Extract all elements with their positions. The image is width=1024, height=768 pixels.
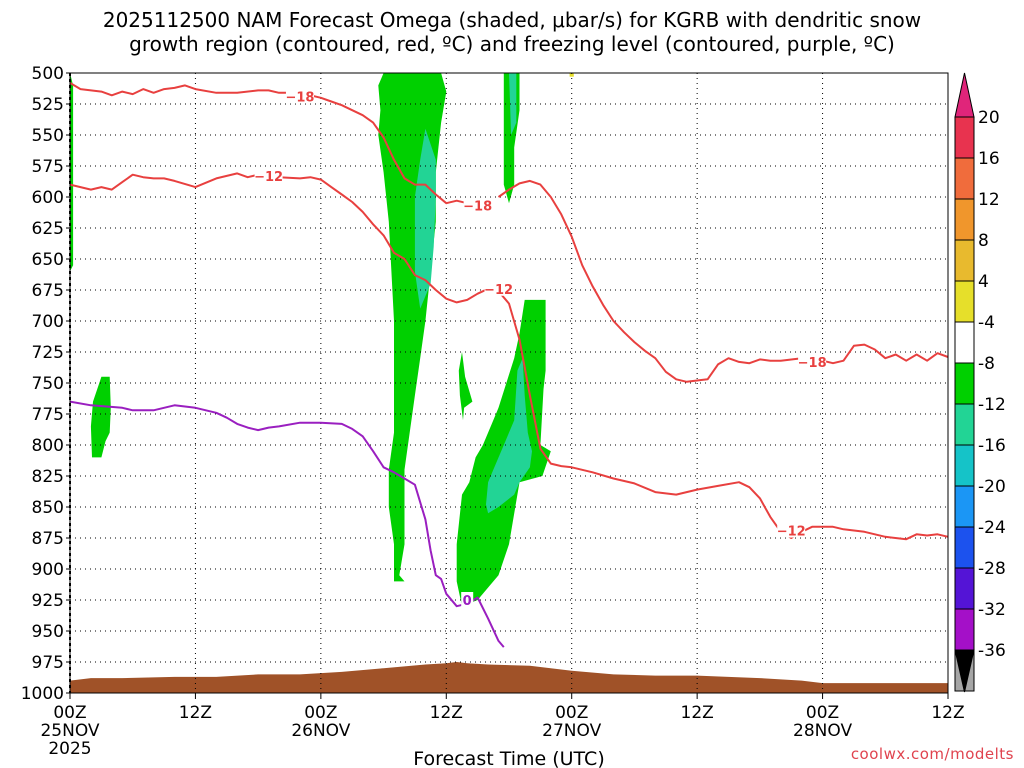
- colorbar-swatch-5: [954, 321, 975, 364]
- isotherm-contours: [69, 82, 949, 648]
- contour-line-3: [69, 400, 505, 648]
- contour-label--18c: −18: [798, 356, 827, 371]
- x-axis-label: Forecast Time (UTC): [413, 748, 604, 768]
- y-tick-label-675: 675: [32, 281, 64, 301]
- colorbar-swatch-6: [954, 362, 975, 405]
- colorbar-swatch-10: [954, 526, 975, 569]
- colorbar-label-7: -12: [978, 395, 1006, 415]
- contour-line-0: [69, 82, 468, 205]
- contour-label--12a: −12: [254, 170, 283, 185]
- omega-region-teal-upper-right-column: [509, 73, 517, 135]
- y-tick-label-950: 950: [32, 622, 64, 642]
- y-tick-label-900: 900: [32, 560, 64, 580]
- omega-region-teal-lower-right-region: [486, 358, 532, 514]
- colorbar-top-arrow: [954, 72, 975, 118]
- colorbar-label-2: 12: [978, 190, 1000, 210]
- omega-region-yellow-top-speck: [569, 73, 574, 77]
- contour-label-bg--12d: [777, 522, 806, 538]
- x-tick-label-12-1: 12Z: [179, 703, 212, 723]
- contour-line-1: [497, 179, 949, 383]
- colorbar-swatch-2: [954, 198, 975, 241]
- colorbar-label-1: 16: [978, 149, 1000, 169]
- colorbar-label-10: -24: [978, 518, 1006, 538]
- contour-label-bg-0: [461, 592, 474, 607]
- y-tick-label-625: 625: [32, 219, 64, 239]
- terrain-layer: [70, 662, 948, 693]
- credit-text: coolwx.com/modelts: [851, 745, 1014, 763]
- colorbar-label-12: -32: [978, 600, 1006, 620]
- colorbar-swatch-8: [954, 444, 975, 487]
- colorbar-swatch-12: [954, 608, 975, 651]
- y-tick-label-925: 925: [32, 591, 64, 611]
- y-tick-label-775: 775: [32, 405, 64, 425]
- x-tick-label-60-1: 12Z: [681, 703, 714, 723]
- y-tick-label-575: 575: [32, 157, 64, 177]
- y-tick-label-1000: 1000: [21, 684, 64, 704]
- x-tick-label-48-1: 00Z: [555, 703, 588, 723]
- y-tick-label-975: 975: [32, 653, 64, 673]
- contour-label-0: 0: [463, 594, 472, 609]
- colorbar-swatch-7: [954, 403, 975, 446]
- x-tick-label-72-1: 00Z: [806, 703, 839, 723]
- colorbar-label-3: 8: [978, 231, 989, 251]
- omega-shading-layer: [70, 73, 574, 607]
- colorbar-label-9: -20: [978, 477, 1006, 497]
- y-tick-label-875: 875: [32, 529, 64, 549]
- colorbar-label-5: -4: [978, 313, 995, 333]
- omega-region-teal-main-column: [414, 128, 436, 309]
- colorbar-swatch-9: [954, 485, 975, 528]
- colorbar-label-0: 20: [978, 108, 1000, 128]
- contour-label--18b: −18: [463, 200, 492, 215]
- contour-label--12d: −12: [777, 525, 806, 540]
- y-tick-label-825: 825: [32, 467, 64, 487]
- colorbar-label-4: 4: [978, 272, 989, 292]
- contour-label-bg--12a: [254, 167, 283, 183]
- y-tick-label-750: 750: [32, 374, 64, 394]
- colorbar-swatch-3: [954, 239, 975, 282]
- x-tick-label-36-1: 12Z: [430, 703, 463, 723]
- x-tick-label-84-1: 12Z: [931, 703, 964, 723]
- colorbar-label-6: -8: [978, 354, 995, 374]
- x-tick-label-24-1: 00Z: [304, 703, 337, 723]
- contour-label--12c: −12: [484, 283, 513, 298]
- chart-title-line2: growth region (contoured, red, ºC) and f…: [129, 32, 895, 56]
- colorbar-swatch-4: [954, 280, 975, 323]
- axes: 500 525 550 575 600 625 650 675 700 725 750 775 800 8…: [21, 64, 965, 759]
- colorbar-label-8: -16: [978, 436, 1006, 456]
- colorbar-swatch-0: [954, 116, 975, 159]
- chart-title-line1: 2025112500 NAM Forecast Omega (shaded, μ…: [102, 8, 922, 32]
- x-tick-label-0-1: 00Z: [53, 703, 86, 723]
- contour-label-bg--18c: [798, 353, 827, 369]
- x-tick-label-0-2: 25NOV: [40, 721, 99, 741]
- colorbar-swatch-1: [954, 157, 975, 200]
- y-tick-label-500: 500: [32, 64, 64, 84]
- x-tick-label-24-2: 26NOV: [291, 721, 350, 741]
- colorbar-label-11: -28: [978, 559, 1006, 579]
- y-tick-label-800: 800: [32, 436, 64, 456]
- y-tick-label-650: 650: [32, 250, 64, 270]
- y-tick-label-700: 700: [32, 312, 64, 332]
- x-tick-label-72-2: 28NOV: [793, 721, 852, 741]
- y-tick-label-600: 600: [32, 188, 64, 208]
- contour-label-bg--18b: [463, 197, 492, 213]
- colorbar-swatch-11: [954, 567, 975, 610]
- y-tick-label-725: 725: [32, 343, 64, 363]
- omega-region-green-small-left-blob: [90, 376, 111, 458]
- y-tick-label-850: 850: [32, 498, 64, 518]
- x-tick-label-48-2: 27NOV: [542, 721, 601, 741]
- terrain-fill: [70, 662, 948, 693]
- y-tick-label-525: 525: [32, 95, 64, 115]
- contour-label-bg--18a: [285, 88, 314, 104]
- omega-region-green-small-mid-blob: [458, 352, 473, 421]
- y-tick-label-550: 550: [32, 126, 64, 146]
- contour-labels: −18 −12 −18 −12 −18 −12 0: [254, 88, 827, 609]
- colorbar: 20 16 12 8 4 -4 -8 -12 -16 -20 -24 -28 -32 -36: [954, 72, 1006, 693]
- contour-label-bg--12c: [484, 280, 513, 296]
- contour-label--18a: −18: [285, 91, 314, 106]
- colorbar-bottom-arrow: [954, 649, 975, 693]
- x-tick-label-0-3: 2025: [48, 739, 91, 759]
- colorbar-label-13: -36: [978, 641, 1006, 661]
